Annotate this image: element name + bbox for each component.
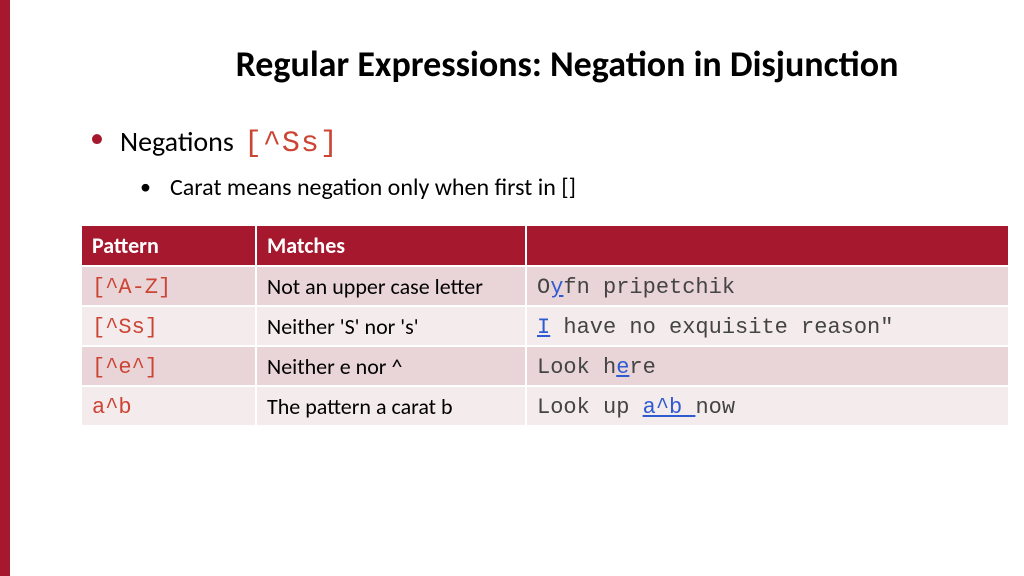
matches-cell: The pattern a carat b <box>256 386 526 426</box>
table-row: [^e^] Neither e nor ^ Look here <box>81 346 1009 386</box>
matches-cell: Neither 'S' nor 's' <box>256 306 526 346</box>
col-header-pattern: Pattern <box>81 225 256 266</box>
pattern-cell: a^b <box>92 395 132 420</box>
example-cell: Oyfn pripetchik <box>537 275 735 300</box>
table-row: [^A-Z] Not an upper case letter Oyfn pri… <box>81 266 1009 306</box>
regex-table: Pattern Matches [^A-Z] Not an upper case… <box>80 224 1010 427</box>
matches-cell: Not an upper case letter <box>256 266 526 306</box>
pattern-cell: [^A-Z] <box>92 275 171 300</box>
bullet-level2: Carat means negation only when first in … <box>80 173 1004 202</box>
table-header-row: Pattern Matches <box>81 225 1009 266</box>
bullet-list: Negations [^Ss] Carat means negation onl… <box>80 124 1004 202</box>
pattern-cell: [^Ss] <box>92 315 158 340</box>
bullet-level1: Negations [^Ss] <box>80 124 1004 161</box>
example-cell: I have no exquisite reason" <box>537 315 893 340</box>
table-row: [^Ss] Neither 'S' nor 's' I have no exqu… <box>81 306 1009 346</box>
bullet1-text: Negations <box>120 124 234 159</box>
example-cell: Look up a^b now <box>537 395 735 420</box>
example-cell: Look here <box>537 355 656 380</box>
slide-title: Regular Expressions: Negation in Disjunc… <box>130 42 1004 86</box>
col-header-matches: Matches <box>256 225 526 266</box>
bullet1-code: [^Ss] <box>244 127 339 161</box>
pattern-cell: [^e^] <box>92 355 158 380</box>
matches-cell: Neither e nor ^ <box>256 346 526 386</box>
col-header-example <box>526 225 1009 266</box>
table-row: a^b The pattern a carat b Look up a^b no… <box>81 386 1009 426</box>
